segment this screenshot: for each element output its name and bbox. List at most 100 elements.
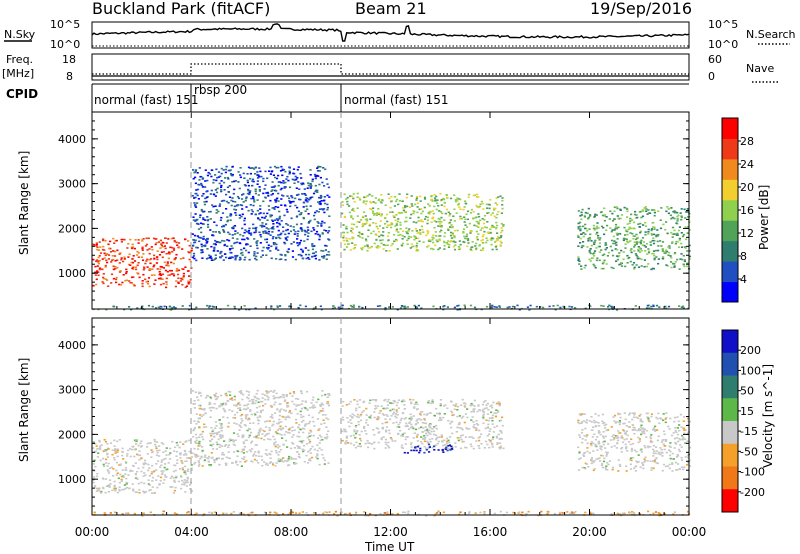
echo-cell bbox=[678, 246, 681, 248]
echo-cell bbox=[577, 236, 580, 238]
echo-cell bbox=[200, 433, 203, 435]
echo-cell bbox=[622, 239, 625, 242]
echo-cell bbox=[409, 426, 412, 429]
echo-cell bbox=[197, 455, 200, 457]
echo-cell bbox=[454, 405, 457, 407]
echo-cell bbox=[356, 403, 359, 406]
echo-cell bbox=[562, 305, 565, 308]
echo-cell bbox=[210, 169, 213, 171]
echo-cell bbox=[144, 262, 147, 265]
echo-cell bbox=[113, 242, 116, 244]
echo-cell bbox=[451, 446, 454, 448]
echo-cell bbox=[314, 251, 317, 253]
echo-cell bbox=[316, 437, 320, 439]
echo-cell bbox=[209, 403, 212, 405]
echo-cell bbox=[319, 201, 322, 203]
echo-cell bbox=[367, 235, 370, 238]
echo-cell bbox=[428, 432, 431, 434]
echo-cell bbox=[674, 429, 677, 432]
echo-cell bbox=[464, 446, 467, 449]
echo-cell bbox=[152, 471, 155, 473]
echo-cell bbox=[207, 460, 210, 463]
echo-cell bbox=[149, 489, 152, 491]
echo-cell bbox=[242, 452, 245, 454]
echo-cell bbox=[390, 200, 393, 202]
echo-cell bbox=[317, 222, 320, 224]
echo-cell bbox=[395, 409, 398, 411]
echo-cell bbox=[306, 409, 309, 411]
echo-cell bbox=[374, 222, 378, 225]
echo-cell bbox=[611, 435, 614, 438]
echo-cell bbox=[312, 227, 315, 229]
echo-cell bbox=[651, 267, 654, 270]
echo-cell bbox=[252, 398, 255, 401]
echo-cell bbox=[133, 247, 136, 250]
echo-cell bbox=[447, 240, 450, 242]
echo-cell bbox=[312, 407, 315, 409]
echo-cell bbox=[183, 465, 187, 468]
echo-cell bbox=[265, 192, 268, 194]
echo-cell bbox=[165, 252, 168, 255]
echo-cell bbox=[384, 407, 387, 410]
echo-cell bbox=[454, 244, 457, 246]
echo-cell bbox=[418, 418, 421, 420]
echo-cell bbox=[185, 460, 188, 462]
echo-cell bbox=[207, 257, 210, 259]
echo-cell bbox=[143, 267, 146, 270]
echo-cell bbox=[623, 422, 626, 425]
echo-cell bbox=[247, 394, 250, 396]
echo-cell bbox=[168, 305, 171, 308]
echo-cell bbox=[259, 212, 262, 214]
echo-cell bbox=[415, 199, 418, 201]
echo-cell bbox=[643, 458, 646, 460]
echo-cell bbox=[428, 451, 431, 453]
echo-cell bbox=[597, 237, 600, 239]
echo-cell bbox=[499, 240, 502, 243]
echo-cell bbox=[299, 239, 303, 242]
echo-cell bbox=[427, 212, 430, 214]
echo-cell bbox=[625, 425, 628, 427]
echo-cell bbox=[301, 182, 305, 185]
echo-cell bbox=[209, 440, 212, 443]
echo-cell bbox=[488, 207, 491, 210]
echo-cell bbox=[233, 398, 236, 401]
echo-cell bbox=[445, 446, 448, 449]
echo-cell bbox=[120, 478, 123, 481]
echo-cell bbox=[603, 259, 606, 262]
echo-cell bbox=[626, 450, 629, 452]
echo-cell bbox=[405, 227, 408, 229]
echo-cell bbox=[131, 267, 134, 270]
echo-cell bbox=[353, 414, 356, 417]
echo-cell bbox=[462, 440, 465, 443]
echo-cell bbox=[162, 282, 165, 285]
echo-cell bbox=[650, 434, 653, 436]
echo-cell bbox=[174, 469, 177, 472]
echo-cell bbox=[624, 238, 627, 240]
echo-cell bbox=[635, 242, 638, 245]
echo-cell bbox=[230, 204, 233, 207]
echo-cell bbox=[285, 239, 289, 241]
echo-cell bbox=[474, 427, 477, 429]
echo-cell bbox=[225, 165, 228, 168]
echo-cell bbox=[475, 237, 478, 239]
echo-cell bbox=[389, 437, 392, 439]
echo-cell bbox=[260, 256, 263, 258]
echo-cell bbox=[101, 268, 104, 271]
echo-cell bbox=[316, 418, 319, 420]
echo-cell bbox=[309, 452, 312, 454]
echo-cell bbox=[116, 472, 119, 474]
echo-cell bbox=[375, 225, 378, 228]
echo-cell bbox=[173, 450, 176, 452]
echo-cell bbox=[189, 488, 192, 490]
echo-cell bbox=[605, 465, 608, 468]
echo-cell bbox=[467, 196, 470, 198]
echo-cell bbox=[405, 436, 408, 438]
echo-cell bbox=[176, 459, 179, 461]
echo-cell bbox=[408, 206, 412, 208]
echo-cell bbox=[588, 258, 591, 261]
echo-cell bbox=[419, 411, 422, 413]
echo-cell bbox=[495, 437, 499, 439]
echo-cell bbox=[239, 167, 242, 169]
echo-cell bbox=[113, 439, 116, 442]
echo-cell bbox=[462, 231, 465, 233]
